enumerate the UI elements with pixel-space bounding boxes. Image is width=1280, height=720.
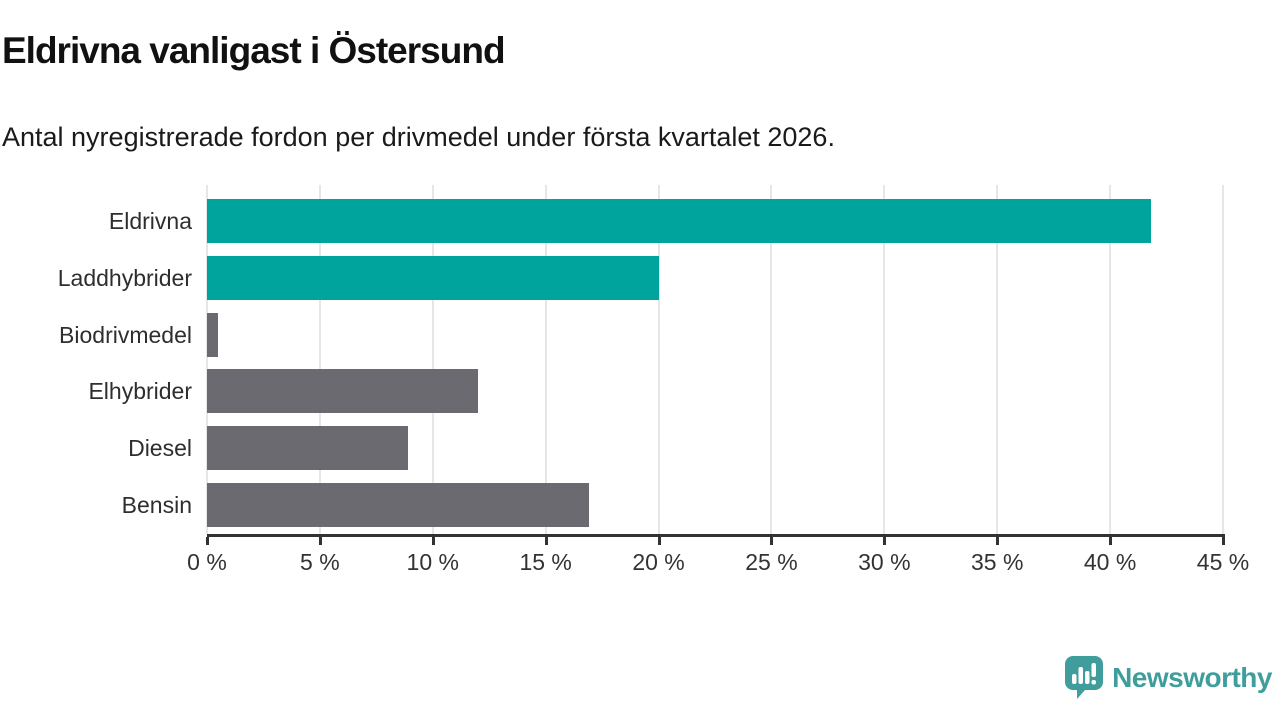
x-tick-label: 20 % — [632, 549, 685, 575]
newsworthy-logo: Newsworthy — [1064, 655, 1272, 700]
gridline — [1109, 185, 1112, 534]
x-axis-tick — [883, 537, 887, 545]
plot-area — [206, 185, 1224, 534]
category-label: Biodrivmedel — [59, 321, 192, 348]
newsworthy-speech-bubble-chart-icon — [1065, 656, 1104, 699]
chart-title: Eldrivna vanligast i Östersund — [2, 30, 506, 71]
bar-laddhybrider — [207, 255, 659, 300]
x-tick-label: 15 % — [519, 549, 572, 575]
bar-bensin — [207, 483, 589, 527]
chart-subtitle: Antal nyregistrerade fordon per drivmede… — [2, 122, 835, 152]
newsworthy-wordmark: Newsworthy — [1112, 661, 1272, 693]
gridline — [431, 185, 434, 534]
x-axis-tick — [1109, 537, 1113, 545]
gridline — [883, 185, 886, 534]
x-tick-label: 35 % — [971, 549, 1024, 575]
x-axis-tick — [206, 537, 209, 545]
x-tick-label: 40 % — [1083, 549, 1137, 575]
bar-chart: 0 % 5 % 10 % 15 % 20 % 25 % 30 % 35 % 40 % 45 % E… — [0, 185, 1280, 585]
gridline — [206, 185, 208, 534]
x-tick-label: 5 % — [300, 549, 340, 575]
x-axis-tick — [1222, 537, 1225, 545]
x-axis-tick — [770, 537, 774, 545]
x-axis-tick — [318, 537, 322, 545]
x-tick-label: 25 % — [745, 549, 798, 575]
gridline — [770, 185, 773, 534]
bar-diesel — [207, 426, 408, 471]
bar-elhybrider — [207, 369, 478, 414]
x-axis-tick — [996, 537, 1000, 545]
x-tick-label: 0 % — [187, 549, 227, 575]
x-tick-label: 30 % — [858, 549, 911, 575]
gridline — [544, 185, 547, 534]
category-label: Bensin — [121, 492, 192, 518]
bar-biodrivmedel — [207, 312, 219, 357]
x-axis-tick — [431, 537, 435, 545]
bar-eldrivna — [207, 199, 1151, 243]
category-label: Diesel — [128, 435, 192, 462]
x-axis-tick — [657, 537, 661, 545]
category-label: Eldrivna — [108, 208, 192, 234]
gridline — [318, 185, 321, 534]
gridline — [1222, 185, 1224, 534]
category-label: Laddhybrider — [57, 264, 192, 291]
x-tick-label: 45 % — [1196, 549, 1250, 575]
x-axis-line — [207, 534, 1225, 537]
x-axis-tick — [544, 537, 548, 545]
category-label: Elhybrider — [88, 378, 192, 405]
gridline — [996, 185, 999, 534]
x-tick-label: 10 % — [406, 549, 459, 575]
gridline — [657, 185, 660, 534]
